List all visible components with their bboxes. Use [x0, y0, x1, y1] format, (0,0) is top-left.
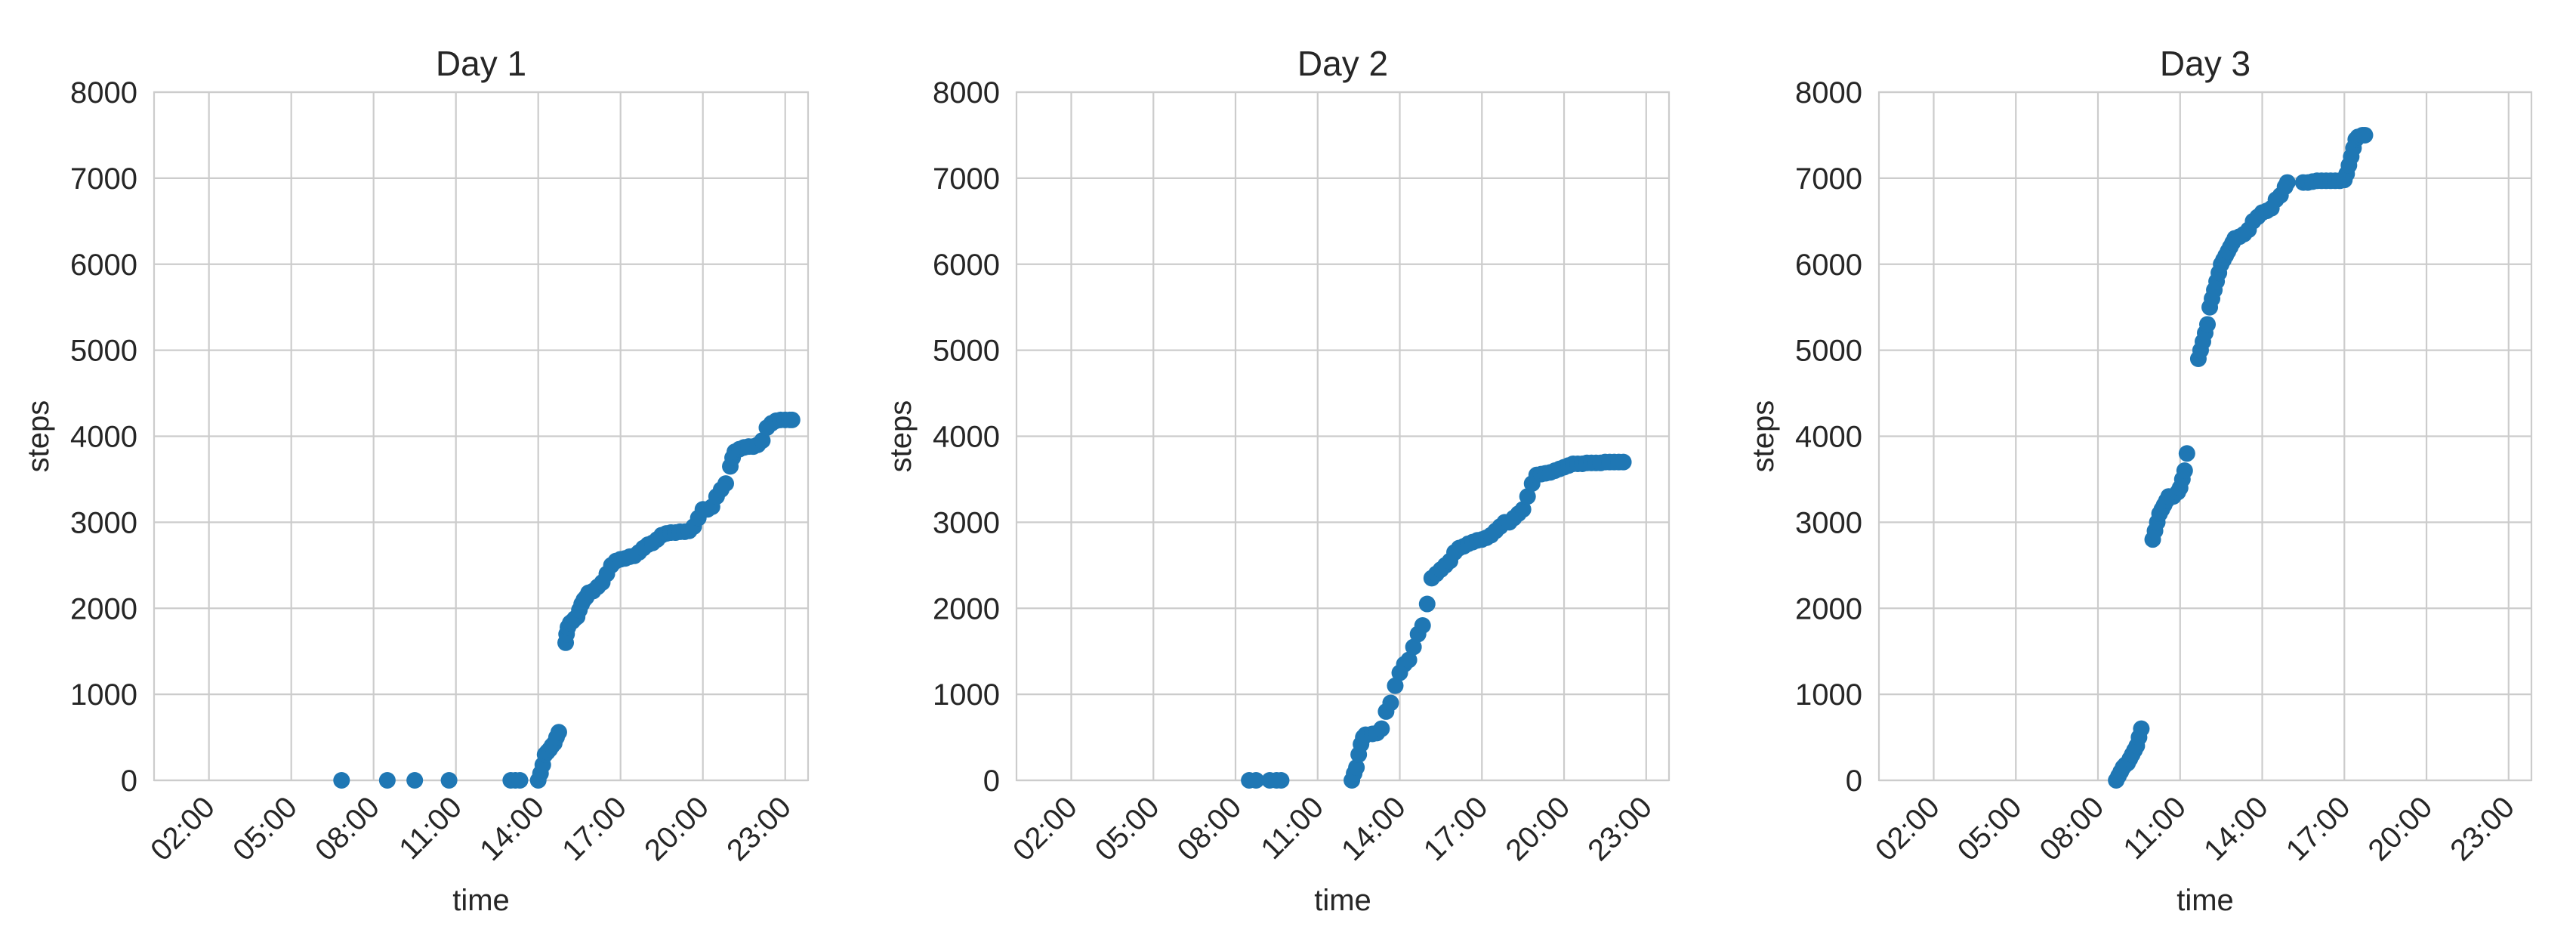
data-point — [2199, 316, 2217, 333]
y-tick-label: 4000 — [933, 421, 1000, 454]
y-tick-label: 7000 — [70, 162, 137, 196]
y-tick-label: 6000 — [70, 249, 137, 282]
x-tick-label: 08:00 — [1171, 790, 1248, 867]
y-axis-label: steps — [1747, 400, 1780, 473]
axes-frame — [1877, 91, 2533, 782]
x-tick-label: 23:00 — [2444, 790, 2521, 867]
axes-frame — [1015, 91, 1671, 782]
chart-day-2: 0 1000 2000 3000 4000 5000 6000 7000 8000 02:00 05… — [884, 44, 1671, 917]
y-tick-label: 5000 — [1795, 335, 1862, 368]
y-axis-label: steps — [884, 400, 918, 473]
x-tick-label: 02:00 — [144, 790, 221, 867]
chart-title: Day 2 — [1297, 44, 1388, 83]
scatter-series-day-1 — [333, 411, 801, 789]
x-tick-label: 20:00 — [1499, 790, 1576, 867]
data-point — [754, 432, 771, 449]
chart-day-3: 0 1000 2000 3000 4000 5000 6000 7000 8000 02:00 05… — [1747, 44, 2533, 917]
x-tick-label: 08:00 — [309, 790, 386, 867]
x-tick-label: 23:00 — [720, 790, 797, 867]
y-tick-label: 2000 — [1795, 592, 1862, 625]
y-tick-label: 3000 — [70, 506, 137, 539]
x-tick-label: 17:00 — [556, 790, 633, 867]
x-tick-label: 11:00 — [393, 790, 468, 866]
x-axis-label: time — [1314, 884, 1371, 917]
x-tick-label: 17:00 — [2280, 790, 2357, 867]
y-tick-label: 1000 — [70, 678, 137, 712]
chart-day-1: 0 1000 2000 3000 4000 5000 6000 7000 8000 02:00 05… — [22, 44, 810, 917]
x-axis-label: time — [452, 884, 510, 917]
data-point — [2133, 720, 2150, 737]
y-tick-label: 0 — [121, 764, 137, 798]
x-tick-label: 20:00 — [2362, 790, 2439, 867]
y-tick-label: 2000 — [933, 592, 1000, 625]
x-tick-label: 02:00 — [1869, 790, 1946, 867]
x-tick-label: 23:00 — [1581, 790, 1658, 867]
data-point — [2176, 462, 2193, 480]
data-point — [1514, 501, 1532, 518]
scatter-series-day-3 — [2108, 126, 2374, 789]
x-tick-label: 14:00 — [1335, 790, 1412, 867]
y-tick-label: 3000 — [933, 506, 1000, 539]
chart-title: Day 3 — [2160, 44, 2251, 83]
x-tick-label: 02:00 — [1007, 790, 1084, 867]
y-tick-label: 2000 — [70, 592, 137, 625]
data-point — [2356, 126, 2374, 144]
x-tick-label: 20:00 — [638, 790, 715, 867]
data-point — [1382, 694, 1399, 712]
x-tick-label: 05:00 — [1951, 790, 2028, 867]
y-tick-label: 0 — [983, 764, 1000, 798]
y-tick-label: 8000 — [70, 76, 137, 110]
data-point — [1248, 772, 1265, 789]
y-tick-label: 8000 — [933, 76, 1000, 110]
x-tick-label: 14:00 — [474, 790, 551, 867]
data-point — [406, 772, 424, 789]
data-point — [550, 724, 567, 741]
x-tick-label: 14:00 — [2198, 790, 2275, 867]
y-tick-label: 1000 — [933, 678, 1000, 712]
data-point — [440, 772, 458, 789]
y-tick-label: 7000 — [933, 162, 1000, 196]
data-point — [1414, 617, 1431, 635]
data-point — [1387, 677, 1404, 694]
y-tick-label: 5000 — [933, 335, 1000, 368]
y-tick-label: 0 — [1846, 764, 1862, 798]
y-tick-label: 6000 — [1795, 249, 1862, 282]
scatter-series-day-2 — [1241, 453, 1632, 789]
y-tick-label: 5000 — [70, 335, 137, 368]
y-tick-label: 4000 — [70, 421, 137, 454]
data-point — [1615, 453, 1632, 471]
y-tick-label: 1000 — [1795, 678, 1862, 712]
x-tick-label: 17:00 — [1418, 790, 1495, 867]
data-point — [1348, 758, 1365, 776]
data-point — [1519, 488, 1536, 505]
data-point — [1273, 772, 1290, 789]
data-point — [1373, 720, 1390, 737]
y-tick-label: 4000 — [1795, 421, 1862, 454]
y-tick-label: 3000 — [1795, 506, 1862, 539]
data-point — [783, 411, 801, 428]
axes-frame — [153, 91, 810, 782]
x-axis-label: time — [2176, 884, 2234, 917]
y-axis-label: steps — [22, 400, 55, 473]
y-tick-label: 7000 — [1795, 162, 1862, 196]
chart-title: Day 1 — [436, 44, 526, 83]
y-tick-label: 6000 — [933, 249, 1000, 282]
x-tick-label: 05:00 — [1089, 790, 1166, 867]
data-point — [717, 475, 734, 493]
data-point — [378, 772, 396, 789]
x-tick-label: 05:00 — [227, 790, 304, 867]
data-point — [511, 772, 529, 789]
y-tick-label: 8000 — [1795, 76, 1862, 110]
data-point — [2178, 445, 2195, 462]
data-point — [1405, 638, 1422, 656]
data-point — [333, 772, 350, 789]
x-tick-label: 08:00 — [2033, 790, 2110, 867]
x-tick-label: 11:00 — [1254, 790, 1330, 866]
x-tick-label: 11:00 — [2117, 790, 2192, 866]
data-point — [2278, 174, 2296, 191]
data-point — [1418, 595, 1436, 613]
data-point — [1400, 651, 1418, 669]
